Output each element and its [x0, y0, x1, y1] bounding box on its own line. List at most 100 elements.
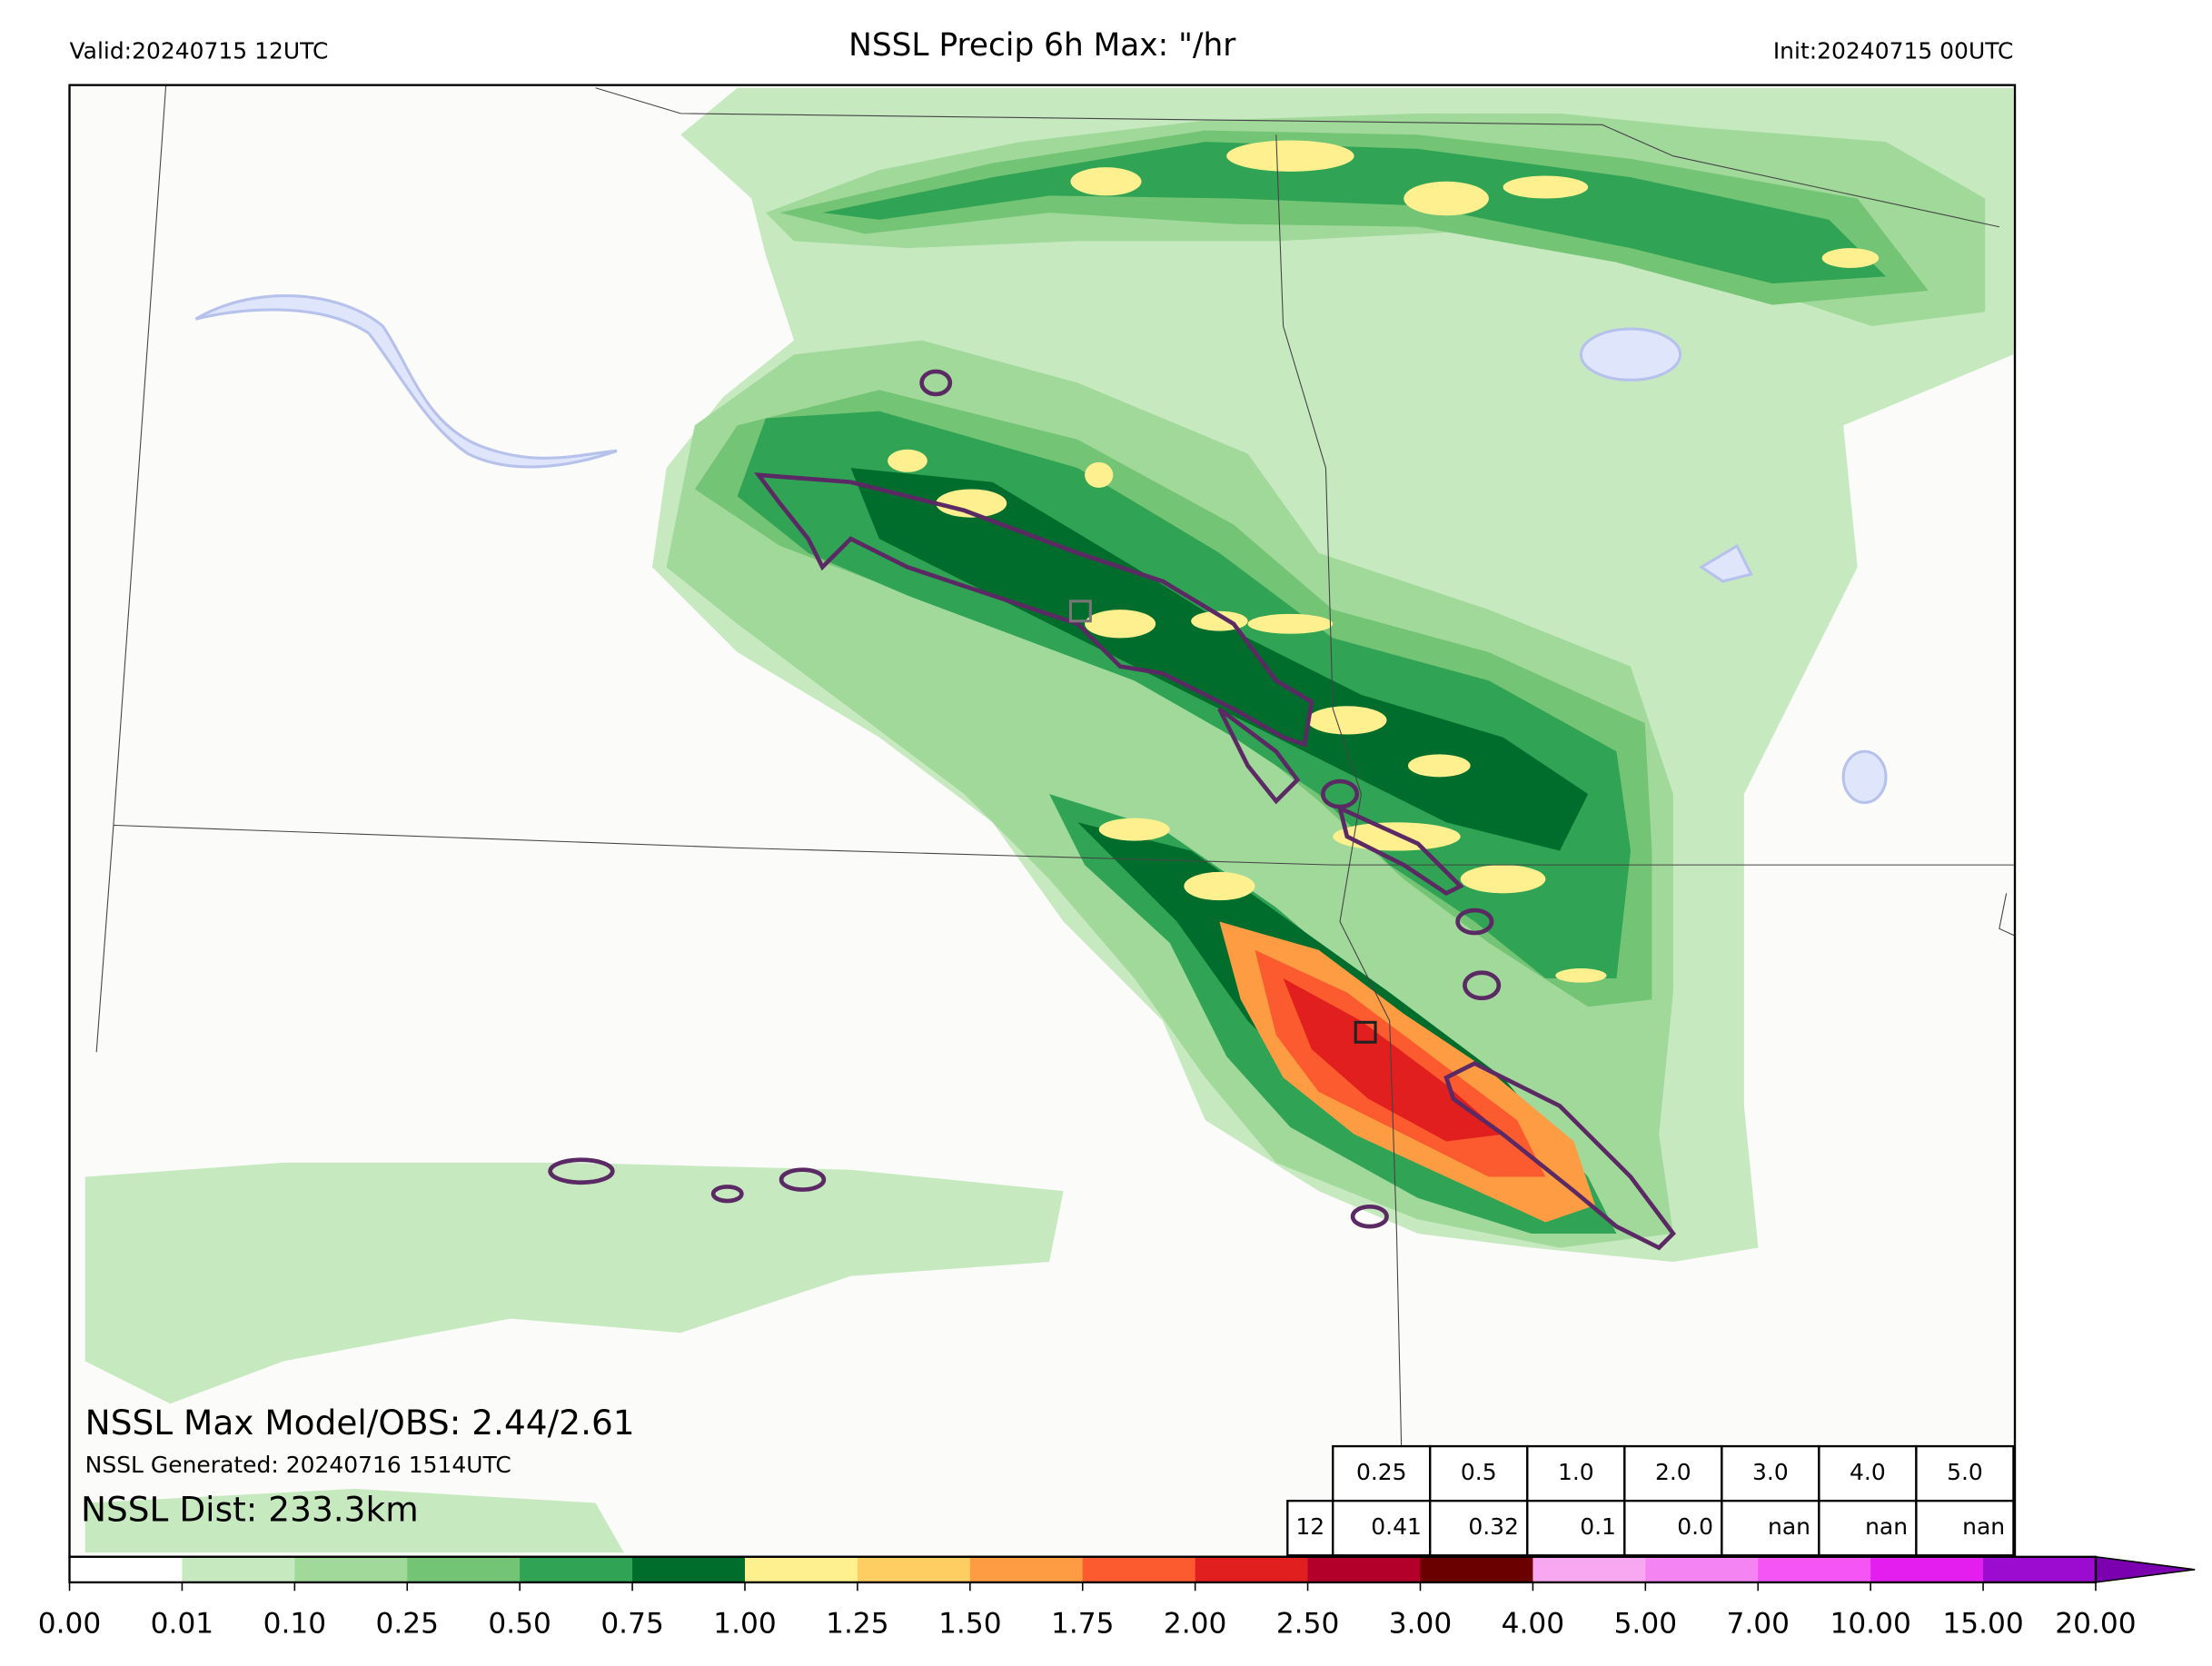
- table-value: 0.0: [1677, 1513, 1713, 1540]
- table-cell: [1623, 1499, 1723, 1557]
- colorbar-segment: [1307, 1556, 1422, 1582]
- contour: [1217, 707, 1301, 805]
- contour: [1443, 1061, 1676, 1251]
- precip-cell: [1085, 610, 1156, 639]
- colorbar-label: 7.00: [1726, 1608, 1789, 1641]
- colorbar-label: 1.00: [713, 1608, 776, 1641]
- table-cell: [1332, 1499, 1432, 1557]
- precip-cell: [1098, 818, 1170, 841]
- colorbar-label: 1.50: [938, 1608, 1001, 1641]
- table-cell: [1915, 1444, 2015, 1502]
- table-header: 3.0: [1752, 1459, 1789, 1485]
- colorbar-label: 15.00: [1942, 1608, 2023, 1641]
- colorbar-label: 0.00: [38, 1608, 101, 1641]
- colorbar-label: 0.10: [263, 1608, 326, 1641]
- precip-cell: [1503, 175, 1589, 199]
- title: NSSL Precip 6h Max: "/hr: [848, 27, 1236, 64]
- table-header: 4.0: [1850, 1459, 1886, 1485]
- colorbar-label: 5.00: [1614, 1608, 1677, 1641]
- table-cell: [1915, 1499, 2015, 1557]
- table-value: 0.32: [1468, 1513, 1519, 1540]
- precip-cell: [1184, 871, 1255, 901]
- precip-very-heavy: [850, 468, 1589, 851]
- colorbar-segment: [1983, 1556, 2097, 1582]
- lake: [1841, 749, 1888, 805]
- colorbar-segment: [1082, 1556, 1196, 1582]
- table-header: 5.0: [1947, 1459, 1983, 1485]
- contour: [548, 1157, 615, 1185]
- colorbar-segment: [407, 1556, 521, 1582]
- colorbar-segment: [969, 1556, 1084, 1582]
- max-annotation: NSSL Max Model/OBS: 2.44/2.61: [85, 1403, 635, 1443]
- table-cell: [1721, 1444, 1820, 1502]
- border: [1999, 893, 2016, 937]
- lake: [1699, 543, 1753, 583]
- colorbar-segment: [1645, 1556, 1760, 1582]
- contour: [1455, 907, 1494, 936]
- init-time: Init:20240715 00UTC: [1773, 38, 2014, 64]
- precip-cell: [1821, 248, 1880, 269]
- colorbar-segment: [1870, 1556, 1984, 1582]
- precip-cell: [1247, 613, 1334, 634]
- contour: [1350, 1204, 1389, 1229]
- table-value: nan: [1865, 1513, 1908, 1540]
- precip-cell: [888, 449, 927, 472]
- table-cell: [1526, 1444, 1626, 1502]
- colorbar-label: 4.00: [1502, 1608, 1564, 1641]
- table-value: 0.41: [1371, 1513, 1422, 1540]
- contour: [779, 1167, 827, 1192]
- table-value: nan: [1768, 1513, 1810, 1540]
- table-header: 0.5: [1461, 1459, 1497, 1485]
- valid-time: Valid:20240715 12UTC: [70, 38, 329, 64]
- colorbar-segment: [632, 1556, 746, 1582]
- colorbar-segment: [520, 1556, 633, 1582]
- dist-annotation: NSSL Dist: 233.3km: [81, 1489, 419, 1529]
- table-value: 0.1: [1580, 1513, 1616, 1540]
- colorbar-label: 0.75: [600, 1608, 663, 1641]
- colorbar-label: 2.00: [1164, 1608, 1226, 1641]
- colorbar-segment: [1758, 1556, 1871, 1582]
- precip-core: [1283, 977, 1503, 1142]
- precip-cell: [936, 489, 1007, 518]
- stats-table: 0.25 0.5 1.0 2.0 3.0 4.0 5.0 12 0.41 0.32 0.1 0.0 na…: [1286, 1444, 2015, 1557]
- table-value: nan: [1962, 1513, 2005, 1540]
- colorbar-label: 1.25: [826, 1608, 888, 1641]
- precip-cell: [1404, 181, 1489, 216]
- contour: [754, 472, 1314, 748]
- colorbar-label: 0.25: [376, 1608, 439, 1641]
- lake: [1579, 327, 1682, 382]
- colorbar-label: 10.00: [1830, 1608, 1910, 1641]
- table-header: 0.25: [1356, 1459, 1407, 1485]
- precip-cell: [1555, 968, 1607, 983]
- river: [194, 293, 618, 469]
- contour: [1320, 778, 1360, 809]
- colorbar-segment: [857, 1556, 971, 1582]
- precip-cell: [1460, 865, 1546, 894]
- precip-cells: [888, 140, 1880, 983]
- precip-cell: [1070, 167, 1142, 196]
- site-marker: [1068, 600, 1092, 623]
- site-marker: [1354, 1020, 1377, 1044]
- precip-light: [84, 1162, 1064, 1404]
- table-cell: [1818, 1499, 1918, 1557]
- borders: [95, 84, 2016, 1557]
- precip-light: [84, 1488, 624, 1553]
- colorbar: 0.00 0.01 0.10 0.25 0.50 0.75 1.00 1.25 1.50 1.75…: [38, 1555, 2196, 1641]
- table-cell: [1429, 1499, 1529, 1557]
- colorbar-label: 3.00: [1389, 1608, 1452, 1641]
- colorbar-label: 2.50: [1276, 1608, 1339, 1641]
- precip-cell: [1085, 461, 1114, 488]
- water: [194, 293, 1888, 805]
- colorbar-segment: [294, 1556, 409, 1582]
- table-header: 1.0: [1558, 1459, 1594, 1485]
- table-header: 2.0: [1655, 1459, 1691, 1485]
- colorbar-label: 0.50: [488, 1608, 551, 1641]
- contour: [1463, 970, 1502, 1001]
- colorbar-segment: [182, 1556, 296, 1582]
- colorbar-segment: [745, 1556, 858, 1582]
- colorbar-segment: [1420, 1556, 1534, 1582]
- precip-cell: [1307, 706, 1387, 735]
- contour: [919, 369, 953, 397]
